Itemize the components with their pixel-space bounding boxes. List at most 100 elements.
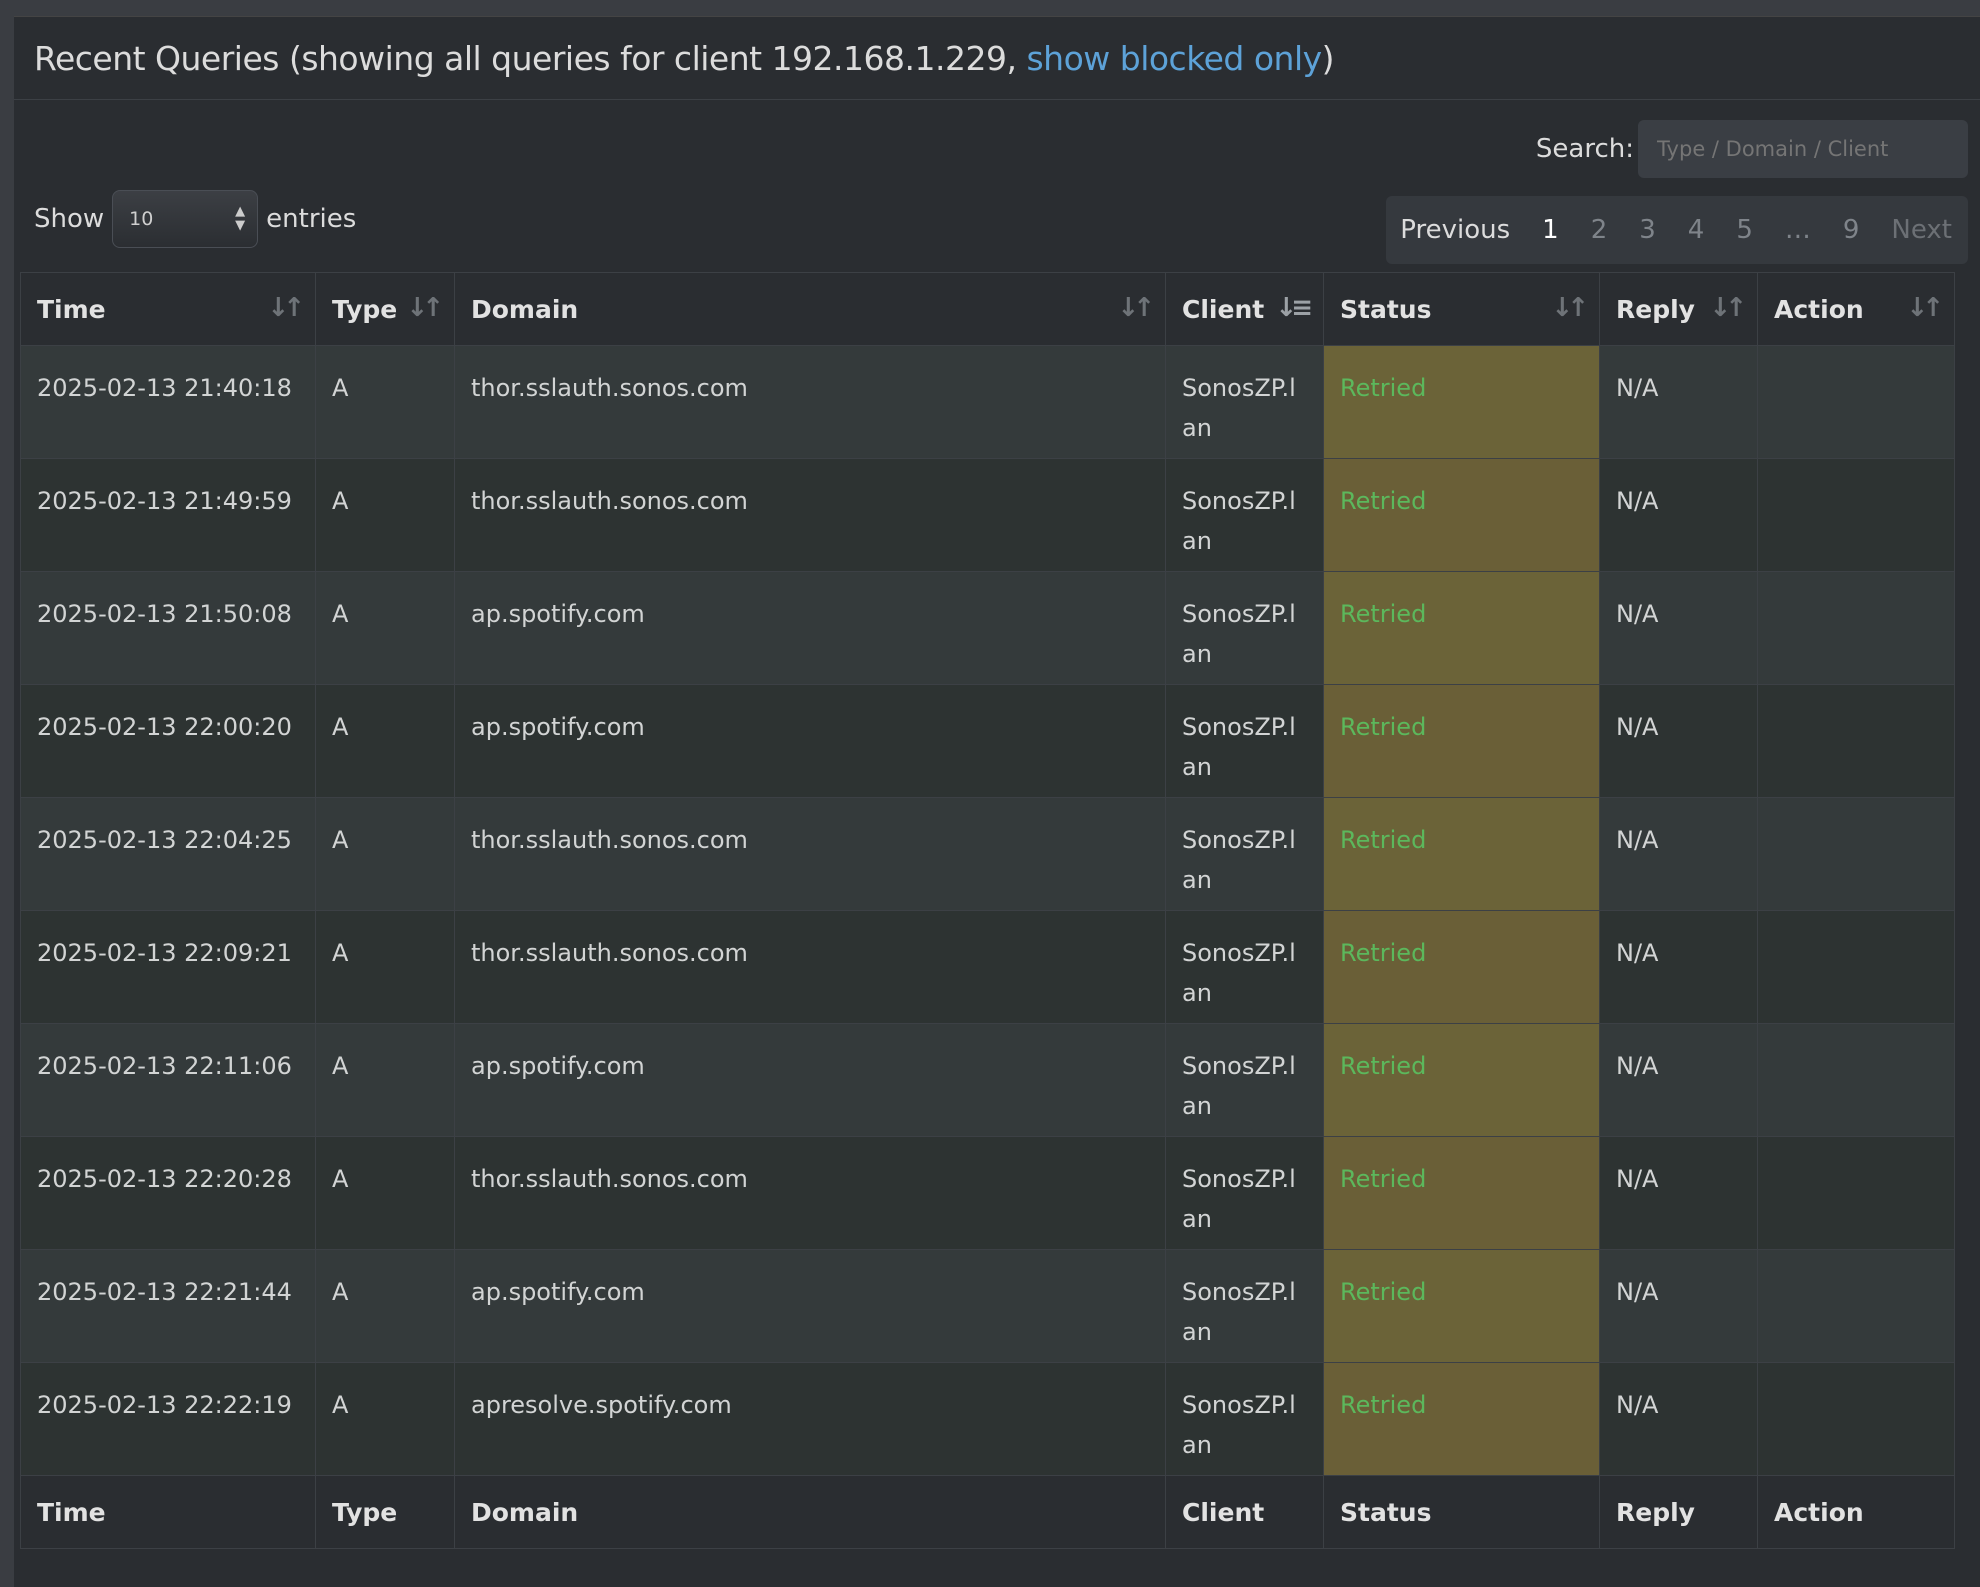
cell-reply: N/A (1599, 797, 1758, 911)
table-controls: Search: Show 10 ▲▼ entries Previous 1 2 … (14, 100, 1980, 290)
cell-time: 2025-02-13 22:09:21 (20, 910, 316, 1024)
cell-type: A (315, 458, 455, 572)
pagination-page[interactable]: 4 (1687, 215, 1705, 245)
cell-domain: ap.spotify.com (454, 571, 1166, 685)
sort-desc-icon: ↓≡ (1275, 293, 1312, 323)
pagination-page[interactable]: 3 (1639, 215, 1656, 245)
cell-domain: ap.spotify.com (454, 1023, 1166, 1137)
select-arrows-icon: ▲ ▼ (235, 204, 246, 233)
cell-type: A (315, 571, 455, 685)
cell-time: 2025-02-13 22:00:20 (20, 684, 316, 798)
footer-reply: Reply (1599, 1475, 1758, 1549)
pagination-page[interactable]: 5 (1736, 215, 1753, 245)
column-header-type[interactable]: Type ↓↑ (315, 272, 455, 346)
show-label: Show (34, 204, 105, 234)
pagination-next[interactable]: Next (1891, 215, 1952, 245)
entries-label: entries (266, 204, 357, 234)
cell-client: SonosZP.lan (1165, 1023, 1324, 1137)
column-header-time[interactable]: Time ↓↑ (20, 272, 316, 346)
sort-icon: ↓↑ (1551, 293, 1588, 323)
cell-client: SonosZP.lan (1165, 1136, 1324, 1250)
pagination-previous[interactable]: Previous (1400, 215, 1511, 245)
cell-type: A (315, 910, 455, 1024)
pagination-ellipsis: … (1784, 215, 1811, 245)
cell-type: A (315, 345, 455, 459)
entries-length-control: Show 10 ▲ ▼ entries (34, 190, 356, 248)
column-header-reply[interactable]: Reply ↓↑ (1599, 272, 1758, 346)
cell-type: A (315, 1136, 455, 1250)
cell-time: 2025-02-13 22:11:06 (20, 1023, 316, 1137)
cell-status: Retried (1323, 1136, 1600, 1250)
cell-type: A (315, 1023, 455, 1137)
cell-time: 2025-02-13 22:21:44 (20, 1249, 316, 1363)
cell-time: 2025-02-13 21:49:59 (20, 458, 316, 572)
footer-action: Action (1757, 1475, 1955, 1549)
cell-client: SonosZP.lan (1165, 797, 1324, 911)
cell-action (1757, 797, 1955, 911)
cell-type: A (315, 797, 455, 911)
sort-icon: ↓↑ (1117, 293, 1154, 323)
cell-time: 2025-02-13 21:40:18 (20, 345, 316, 459)
panel-header: Recent Queries (showing all queries for … (14, 17, 1980, 100)
cell-reply: N/A (1599, 1136, 1758, 1250)
cell-status: Retried (1323, 1362, 1600, 1476)
column-header-domain[interactable]: Domain ↓↑ (454, 272, 1166, 346)
cell-client: SonosZP.lan (1165, 1249, 1324, 1363)
column-header-client[interactable]: Client ↓≡ (1165, 272, 1324, 346)
cell-time: 2025-02-13 22:20:28 (20, 1136, 316, 1250)
column-header-status[interactable]: Status ↓↑ (1323, 272, 1600, 346)
pagination-page[interactable]: 1 (1542, 215, 1559, 245)
cell-client: SonosZP.lan (1165, 910, 1324, 1024)
cell-domain: apresolve.spotify.com (454, 1362, 1166, 1476)
cell-status: Retried (1323, 797, 1600, 911)
entries-select-value: 10 (129, 208, 154, 230)
cell-reply: N/A (1599, 684, 1758, 798)
entries-select[interactable]: 10 ▲ ▼ (112, 190, 259, 248)
cell-type: A (315, 1249, 455, 1363)
cell-domain: thor.sslauth.sonos.com (454, 458, 1166, 572)
cell-action (1757, 345, 1955, 459)
cell-client: SonosZP.lan (1165, 345, 1324, 459)
cell-status: Retried (1323, 1023, 1600, 1137)
cell-client: SonosZP.lan (1165, 571, 1324, 685)
sort-icon: ↓↑ (406, 293, 443, 323)
cell-client: SonosZP.lan (1165, 684, 1324, 798)
cell-domain: thor.sslauth.sonos.com (454, 1136, 1166, 1250)
cell-reply: N/A (1599, 571, 1758, 685)
cell-type: A (315, 1362, 455, 1476)
cell-action (1757, 571, 1955, 685)
pagination-page[interactable]: 9 (1842, 215, 1860, 245)
cell-client: SonosZP.lan (1165, 458, 1324, 572)
pagination-page[interactable]: 2 (1590, 215, 1608, 245)
footer-domain: Domain (454, 1475, 1166, 1549)
cell-status: Retried (1323, 345, 1600, 459)
cell-domain: thor.sslauth.sonos.com (454, 345, 1166, 459)
table-footer-row: Time Type Domain Client Status Reply Act… (20, 1475, 1955, 1549)
cell-status: Retried (1323, 458, 1600, 572)
cell-time: 2025-02-13 22:22:19 (20, 1362, 316, 1476)
cell-domain: ap.spotify.com (454, 684, 1166, 798)
column-header-action[interactable]: Action ↓↑ (1757, 272, 1955, 346)
cell-reply: N/A (1599, 1023, 1758, 1137)
cell-domain: thor.sslauth.sonos.com (454, 797, 1166, 911)
sort-icon: ↓↑ (1906, 293, 1943, 323)
cell-action (1757, 1023, 1955, 1137)
search-input[interactable] (1638, 120, 1968, 178)
cell-reply: N/A (1599, 910, 1758, 1024)
cell-status: Retried (1323, 910, 1600, 1024)
show-blocked-only-link[interactable]: show blocked only (1026, 38, 1322, 78)
cell-status: Retried (1323, 571, 1600, 685)
footer-client: Client (1165, 1475, 1324, 1549)
cell-action (1757, 684, 1955, 798)
cell-reply: N/A (1599, 458, 1758, 572)
